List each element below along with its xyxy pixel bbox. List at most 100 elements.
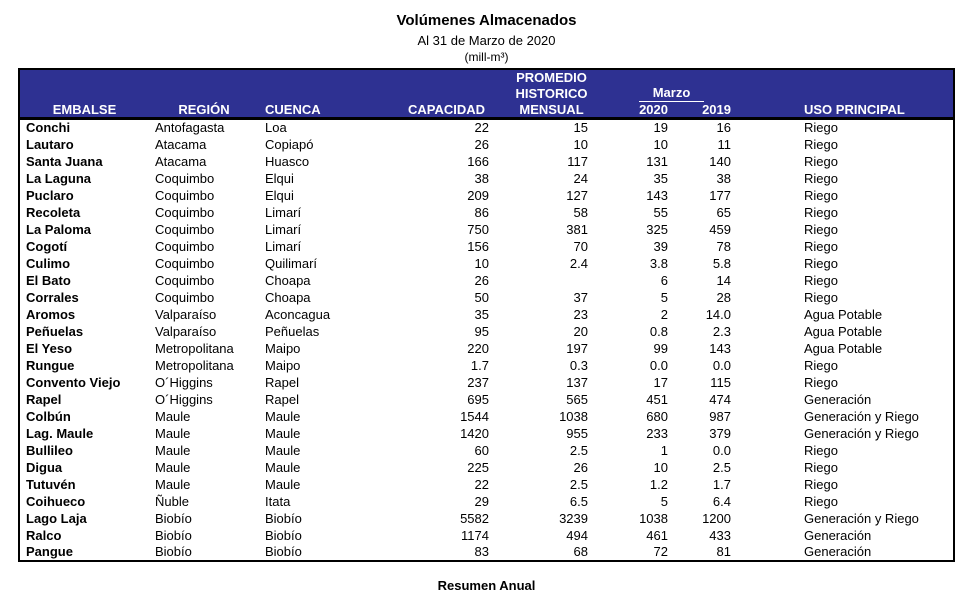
marzo-2019-cell: 459 [709, 221, 731, 237]
marzo-2020-cell: 19 [653, 120, 668, 136]
uso-principal-cell: Riego [804, 493, 838, 509]
marzo-2019-cell: 115 [710, 374, 731, 390]
uso-principal-cell: Riego [804, 374, 838, 390]
marzo-2019-cell: 433 [709, 527, 731, 543]
table-row: Lago Laja Biobío Biobío 5582 3239 1038 1… [19, 510, 954, 527]
embalse-cell: Coihueco [26, 493, 86, 509]
region-cell: Coquimbo [155, 272, 215, 288]
promedio-cell: 37 [573, 289, 588, 305]
table-row: Conchi Antofagasta Loa 22 15 19 16 Riego [19, 119, 954, 136]
cuenca-cell: Elqui [265, 170, 294, 186]
marzo-2020-cell: 2 [660, 306, 668, 322]
cuenca-cell: Maule [265, 425, 301, 441]
embalse-cell: Corrales [26, 289, 79, 305]
cuenca-cell: Peñuelas [265, 323, 320, 339]
marzo-2019-cell: 5.8 [712, 255, 731, 271]
promedio-cell: 2.4 [569, 255, 588, 271]
table-row: Cogotí Coquimbo Limarí 156 70 39 78 Rieg… [19, 238, 954, 255]
table-row: Coihueco Ñuble Itata 29 6.5 5 6.4 Riego [19, 493, 954, 510]
embalse-cell: Cogotí [26, 238, 68, 254]
capacidad-cell: 22 [474, 120, 489, 136]
region-cell: Biobío [155, 510, 192, 526]
table-row: Recoleta Coquimbo Limarí 86 58 55 65 Rie… [19, 204, 954, 221]
marzo-2020-cell: 680 [646, 408, 668, 424]
uso-principal-cell: Generación [804, 527, 872, 543]
promedio-cell: 15 [573, 120, 588, 136]
region-cell: Coquimbo [155, 238, 215, 254]
header-spacer [604, 69, 739, 85]
header-spacer [259, 69, 394, 85]
cuenca-cell: Maule [265, 459, 301, 475]
table-row: Bullileo Maule Maule 60 2.5 1 0.0 Riego [19, 442, 954, 459]
capacidad-cell: 35 [474, 306, 489, 322]
capacidad-cell: 750 [467, 221, 489, 237]
footer-title: Resumen Anual [437, 577, 536, 593]
header-embalse: EMBALSE [52, 102, 117, 117]
embalse-cell: El Bato [26, 272, 71, 288]
region-cell: Maule [155, 425, 191, 441]
region-cell: Metropolitana [155, 340, 234, 356]
promedio-cell: 117 [567, 153, 588, 169]
cuenca-cell: Choapa [265, 289, 311, 305]
promedio-cell: 26 [573, 459, 588, 475]
region-cell: Maule [155, 442, 191, 458]
marzo-2019-cell: 11 [717, 136, 732, 152]
capacidad-cell: 29 [474, 493, 489, 509]
uso-principal-cell: Riego [804, 442, 838, 458]
marzo-2019-cell: 143 [709, 340, 731, 356]
capacidad-cell: 695 [467, 391, 489, 407]
capacidad-cell: 220 [467, 340, 489, 356]
header-spacer [149, 69, 259, 85]
table-row: Corrales Coquimbo Choapa 50 37 5 28 Rieg… [19, 289, 954, 306]
marzo-2019-cell: 0.0 [712, 357, 731, 373]
table-body: Conchi Antofagasta Loa 22 15 19 16 Riego… [19, 119, 954, 561]
marzo-2020-cell: 10 [653, 136, 668, 152]
marzo-2020-cell: 451 [646, 391, 668, 407]
header-spacer [149, 85, 259, 102]
promedio-cell: 381 [566, 221, 588, 237]
table-row: Rungue Metropolitana Maipo 1.7 0.3 0.0 0… [19, 357, 954, 374]
marzo-2019-cell: 38 [716, 170, 731, 186]
capacidad-cell: 26 [474, 136, 489, 152]
embalse-cell: Recoleta [26, 204, 81, 220]
region-cell: O´Higgins [155, 391, 213, 407]
promedio-cell: 24 [573, 170, 588, 186]
cuenca-cell: Biobío [265, 510, 302, 526]
table-row: Lag. Maule Maule Maule 1420 955 233 379 … [19, 425, 954, 442]
capacidad-cell: 166 [467, 153, 489, 169]
header-capacidad: CAPACIDAD [407, 102, 486, 117]
cuenca-cell: Limarí [265, 238, 302, 254]
header-spacer [739, 85, 954, 102]
page-subtitle: Al 31 de Marzo de 2020 [417, 32, 556, 48]
page-unit: (mill-m³) [464, 50, 509, 64]
table-row: Santa Juana Atacama Huasco 166 117 131 1… [19, 153, 954, 170]
promedio-cell: 127 [566, 187, 588, 203]
embalse-cell: Lautaro [26, 136, 74, 152]
marzo-2019-cell: 1200 [702, 510, 731, 526]
embalse-cell: Tutuvén [26, 476, 76, 492]
cuenca-cell: Quilimarí [265, 255, 318, 271]
cuenca-cell: Maipo [265, 340, 301, 356]
marzo-2020-cell: 35 [653, 170, 668, 186]
capacidad-cell: 156 [467, 238, 489, 254]
region-cell: Maule [155, 408, 191, 424]
table-row: El Yeso Metropolitana Maipo 220 197 99 1… [19, 340, 954, 357]
table-row: La Paloma Coquimbo Limarí 750 381 325 45… [19, 221, 954, 238]
marzo-2019-cell: 140 [709, 153, 731, 169]
capacidad-cell: 1420 [460, 425, 489, 441]
header-promedio-line2: HISTORICO [515, 86, 588, 101]
capacidad-cell: 237 [467, 374, 489, 390]
cuenca-cell: Copiapó [265, 136, 314, 152]
uso-principal-cell: Riego [804, 459, 838, 475]
region-cell: Coquimbo [155, 255, 215, 271]
table-row: Peñuelas Valparaíso Peñuelas 95 20 0.8 2… [19, 323, 954, 340]
header-uso-principal: USO PRINCIPAL [804, 102, 905, 117]
region-cell: Coquimbo [155, 204, 215, 220]
embalse-cell: Ralco [26, 527, 62, 543]
header-spacer [259, 85, 394, 102]
header-spacer [394, 69, 499, 85]
uso-principal-cell: Riego [804, 476, 838, 492]
marzo-2019-cell: 177 [709, 187, 731, 203]
header-region: REGIÓN [178, 102, 230, 117]
report-page: Volúmenes Almacenados Al 31 de Marzo de … [18, 12, 955, 593]
